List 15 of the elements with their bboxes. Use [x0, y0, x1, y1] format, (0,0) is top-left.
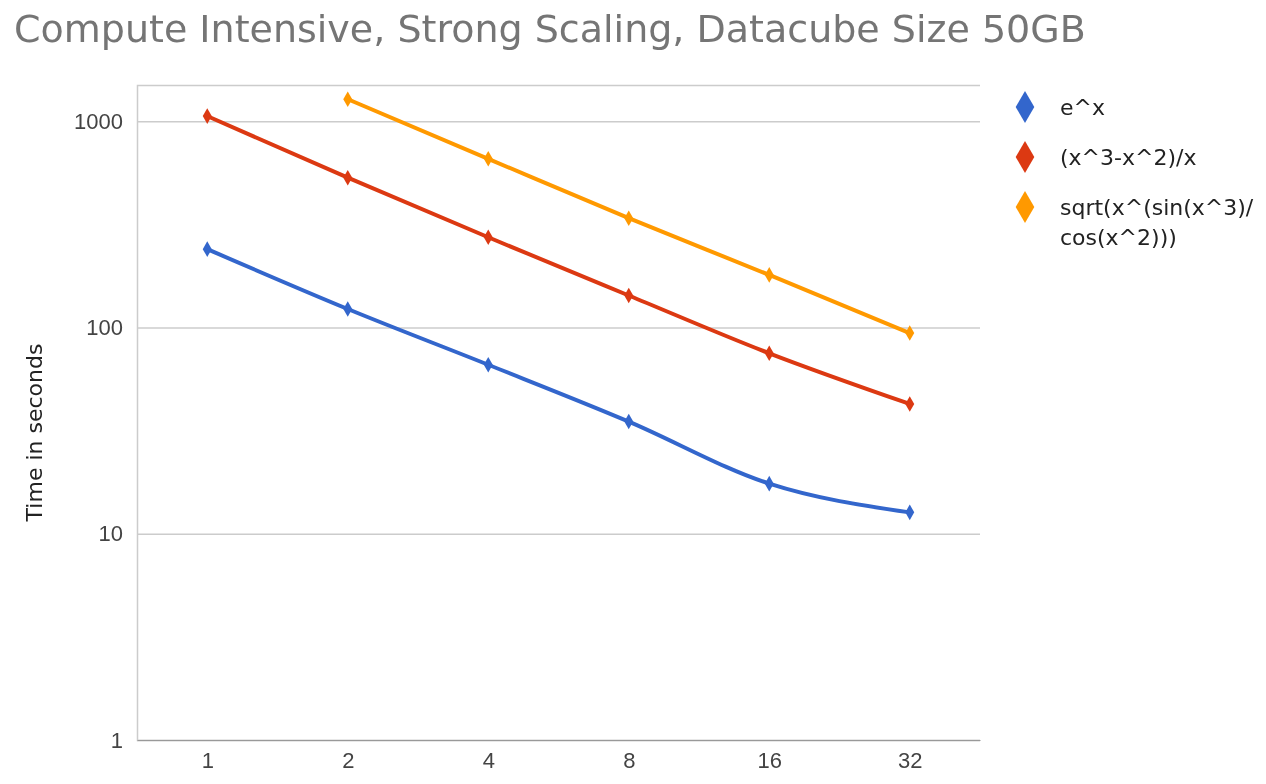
x-tick-label: 16 [757, 747, 782, 773]
x-tick-label: 4 [482, 747, 495, 773]
y-tick-label: 1 [110, 727, 123, 753]
x-tick-label: 32 [898, 747, 923, 773]
x-tick-label: 8 [623, 747, 636, 773]
y-tick-label: 100 [86, 315, 123, 341]
y-tick-label: 1000 [74, 108, 123, 134]
legend-label: sqrt(x^(sin(x^3)/cos(x^2))) [1060, 195, 1254, 250]
legend-label: e^x [1060, 95, 1105, 120]
chart-title: Compute Intensive, Strong Scaling, Datacube Size 50GB [14, 7, 1086, 51]
y-axis-title: Time in seconds [22, 343, 47, 523]
y-tick-label: 10 [98, 521, 123, 547]
legend-label: (x^3-x^2)/x [1060, 145, 1197, 170]
x-tick-label: 2 [342, 747, 355, 773]
x-tick-label: 1 [201, 747, 214, 773]
